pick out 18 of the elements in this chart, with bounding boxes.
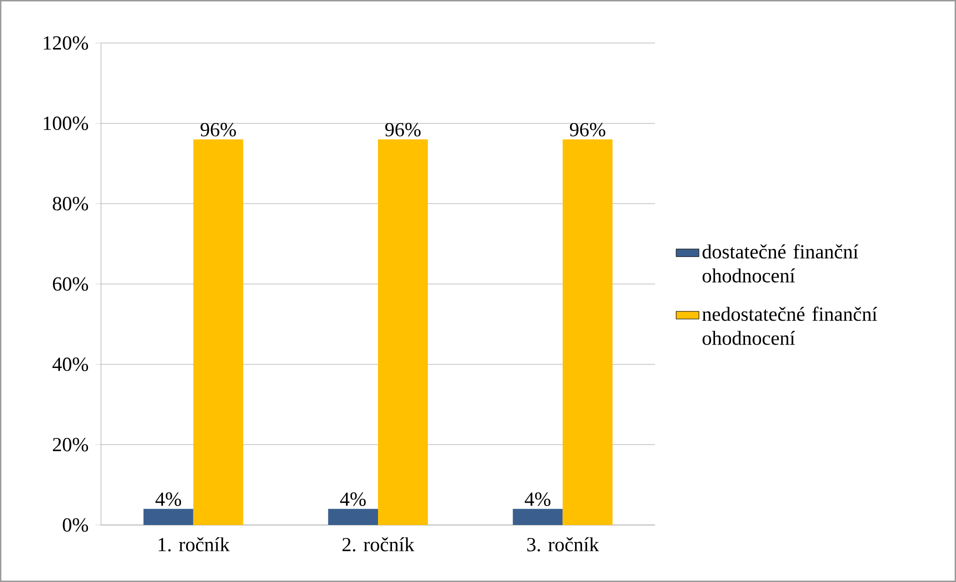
- y-tick-label: 120%: [44, 36, 88, 50]
- y-tick-label: 100%: [44, 116, 88, 130]
- data-label: 4%: [340, 492, 366, 506]
- x-tick-label: 3. ročník: [527, 537, 600, 552]
- legend-label: nedostatečné finanční ohodnocení: [702, 306, 878, 345]
- data-label: 96%: [385, 122, 421, 136]
- data-label: 4%: [155, 492, 182, 506]
- x-tick-label: 2. ročník: [342, 537, 414, 552]
- y-tick-label: 20%: [52, 438, 88, 452]
- data-label: 96%: [570, 122, 606, 136]
- y-tick-label: 60%: [52, 277, 88, 291]
- y-tick-label: 40%: [52, 358, 88, 372]
- data-label: 96%: [200, 122, 236, 136]
- y-tick-label: 80%: [52, 196, 88, 210]
- data-label: 4%: [524, 492, 550, 506]
- x-tick-label: 1. ročník: [158, 537, 230, 552]
- y-tick-label: 0%: [62, 518, 88, 532]
- legend-label: dostatečné finanční ohodnocení: [702, 244, 858, 283]
